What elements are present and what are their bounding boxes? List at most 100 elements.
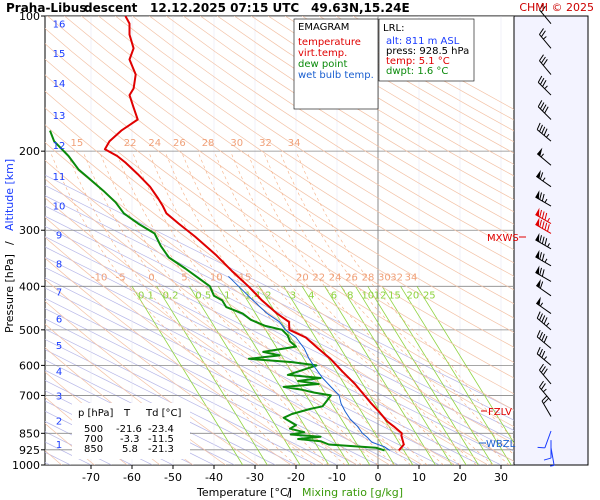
moist-adiabat-line [295, 151, 514, 440]
sounding-profiles [49, 16, 405, 452]
moist-adiabat-line [98, 151, 346, 465]
level-markers: MXWS FZLV WBZL [479, 233, 526, 450]
chart-title-coords: 49.63N,15.24E [311, 1, 410, 15]
wind-barb-half-feather [543, 356, 548, 360]
dry-adiabat-line [45, 278, 292, 465]
wind-barb-feather [542, 59, 548, 66]
moist-adiabat-line [82, 151, 329, 465]
dry-adiabat-line [81, 16, 514, 305]
wind-barb-feather [539, 331, 543, 339]
x-tick-label: 30 [494, 471, 508, 484]
mixing-ratio-label: 0.5 [195, 290, 211, 301]
dry-adiabat-label: 34 [405, 272, 418, 283]
wind-barb [539, 3, 552, 24]
dry-adiabat-line [200, 16, 514, 213]
dry-adiabat-line [45, 300, 259, 465]
wind-barb [535, 190, 552, 207]
dry-adiabat-line [45, 257, 325, 465]
wind-barb-shaft [539, 369, 552, 385]
wind-barb-flag [536, 169, 541, 179]
dry-adiabat-line [166, 16, 514, 238]
wind-barb-flag [535, 217, 540, 227]
lrl-box [378, 18, 475, 82]
wind-barb-feather [541, 253, 545, 261]
y-tick-label: 100 [19, 10, 40, 23]
y-tick-label: 400 [19, 280, 40, 293]
wind-barb-half-feather [539, 302, 544, 307]
wind-barb-feather [541, 315, 546, 323]
dry-adiabat-line [45, 124, 514, 445]
axis-ticks: -70 -60 -50 -40 -30 -20 -10 0 10 20 30100200300400… [12, 10, 508, 484]
mixing-ratio-label: 12 [374, 290, 387, 301]
wind-barb-feather [539, 235, 542, 243]
wind-barbs [535, 3, 555, 467]
x-tick-label: -30 [246, 471, 264, 484]
altitude-tick-label: 3 [56, 392, 62, 403]
dry-adiabat-line [45, 216, 390, 465]
altitude-tick-label: 2 [56, 416, 62, 427]
wind-barb [536, 122, 552, 142]
wind-barb-half-feather [540, 153, 544, 158]
wind-barb-feather [537, 446, 545, 449]
altitude-tick-label: 8 [56, 260, 62, 271]
dry-adiabat-label: 32 [390, 272, 403, 283]
level-table: p [hPa] T Td [°C] 500 -21.6 -23.4 700 -3… [72, 403, 190, 459]
mixing-ratio-label: 2 [265, 290, 271, 301]
altitude-tick-label: 4 [56, 367, 62, 378]
mixing-ratio-line [416, 286, 514, 444]
dry-adiabat-line [217, 16, 514, 201]
wind-barb-shaft [539, 60, 552, 75]
upper-adiabat-label: 24 [148, 138, 161, 149]
table-header-td: Td [°C] [145, 408, 182, 419]
wind-barb-shaft [539, 9, 552, 24]
y-tick-label: 500 [19, 324, 40, 337]
altitude-tick-label: 10 [53, 201, 66, 212]
chart-title-mode: descent [84, 1, 138, 15]
mixing-ratio-line [258, 286, 371, 465]
wind-barb-flag [535, 265, 540, 275]
wind-barb-half-feather [542, 388, 547, 393]
fzlv-label: FZLV [488, 407, 512, 418]
wind-barb-feather [539, 124, 543, 132]
mixing-ratio-line [131, 286, 244, 465]
dry-adiabat-line [132, 16, 514, 264]
wind-barb-feather [541, 269, 545, 277]
wind-barb-feather [541, 211, 545, 219]
dry-adiabat-line [47, 16, 514, 333]
dry-adiabat-line [45, 27, 514, 348]
wind-barb-feather [540, 366, 546, 373]
x-tick-label: -10 [328, 471, 346, 484]
legend: EMAGRAM temperature virt.temp. dew point… [293, 18, 379, 110]
wind-barb-feather [544, 212, 548, 221]
wind-barb-feather [536, 330, 541, 338]
wind-barb-half-feather [542, 177, 546, 182]
moist-adiabat-line [148, 151, 395, 465]
mixing-ratio-label: 20 [407, 290, 420, 301]
moist-adiabat-line [49, 151, 297, 465]
altitude-tick-label: 1 [56, 440, 62, 451]
wind-barb-feather [543, 397, 549, 404]
upper-adiabat-label: 26 [173, 138, 186, 149]
lrl-pressure: press: 928.5 hPa [386, 46, 469, 57]
wind-barb-flag [535, 249, 540, 259]
table-cell: -23.4 [148, 424, 174, 435]
wind-barb-feather [540, 56, 546, 64]
mixing-ratio-line [189, 286, 301, 465]
wind-barb [535, 169, 552, 188]
moist-adiabat-line [279, 151, 514, 456]
mixing-ratio-label: 10 [361, 290, 374, 301]
lrl-dewpoint: dwpt: 1.6 °C [386, 66, 448, 77]
wind-barb-feather [537, 75, 543, 83]
table-cell: -21.3 [148, 444, 174, 455]
wind-barb [535, 249, 552, 267]
table-header-p: p [hPa] [78, 408, 113, 419]
wind-barb-feather [539, 77, 545, 85]
upper-adiabat-label: 30 [230, 138, 243, 149]
wind-barb [536, 346, 552, 366]
dry-adiabat-line [64, 16, 514, 319]
wind-barb [535, 296, 552, 314]
dry-adiabat-label: 15 [239, 272, 252, 283]
y-tick-label: 600 [19, 359, 40, 372]
table-cell: -3.3 [120, 434, 140, 445]
